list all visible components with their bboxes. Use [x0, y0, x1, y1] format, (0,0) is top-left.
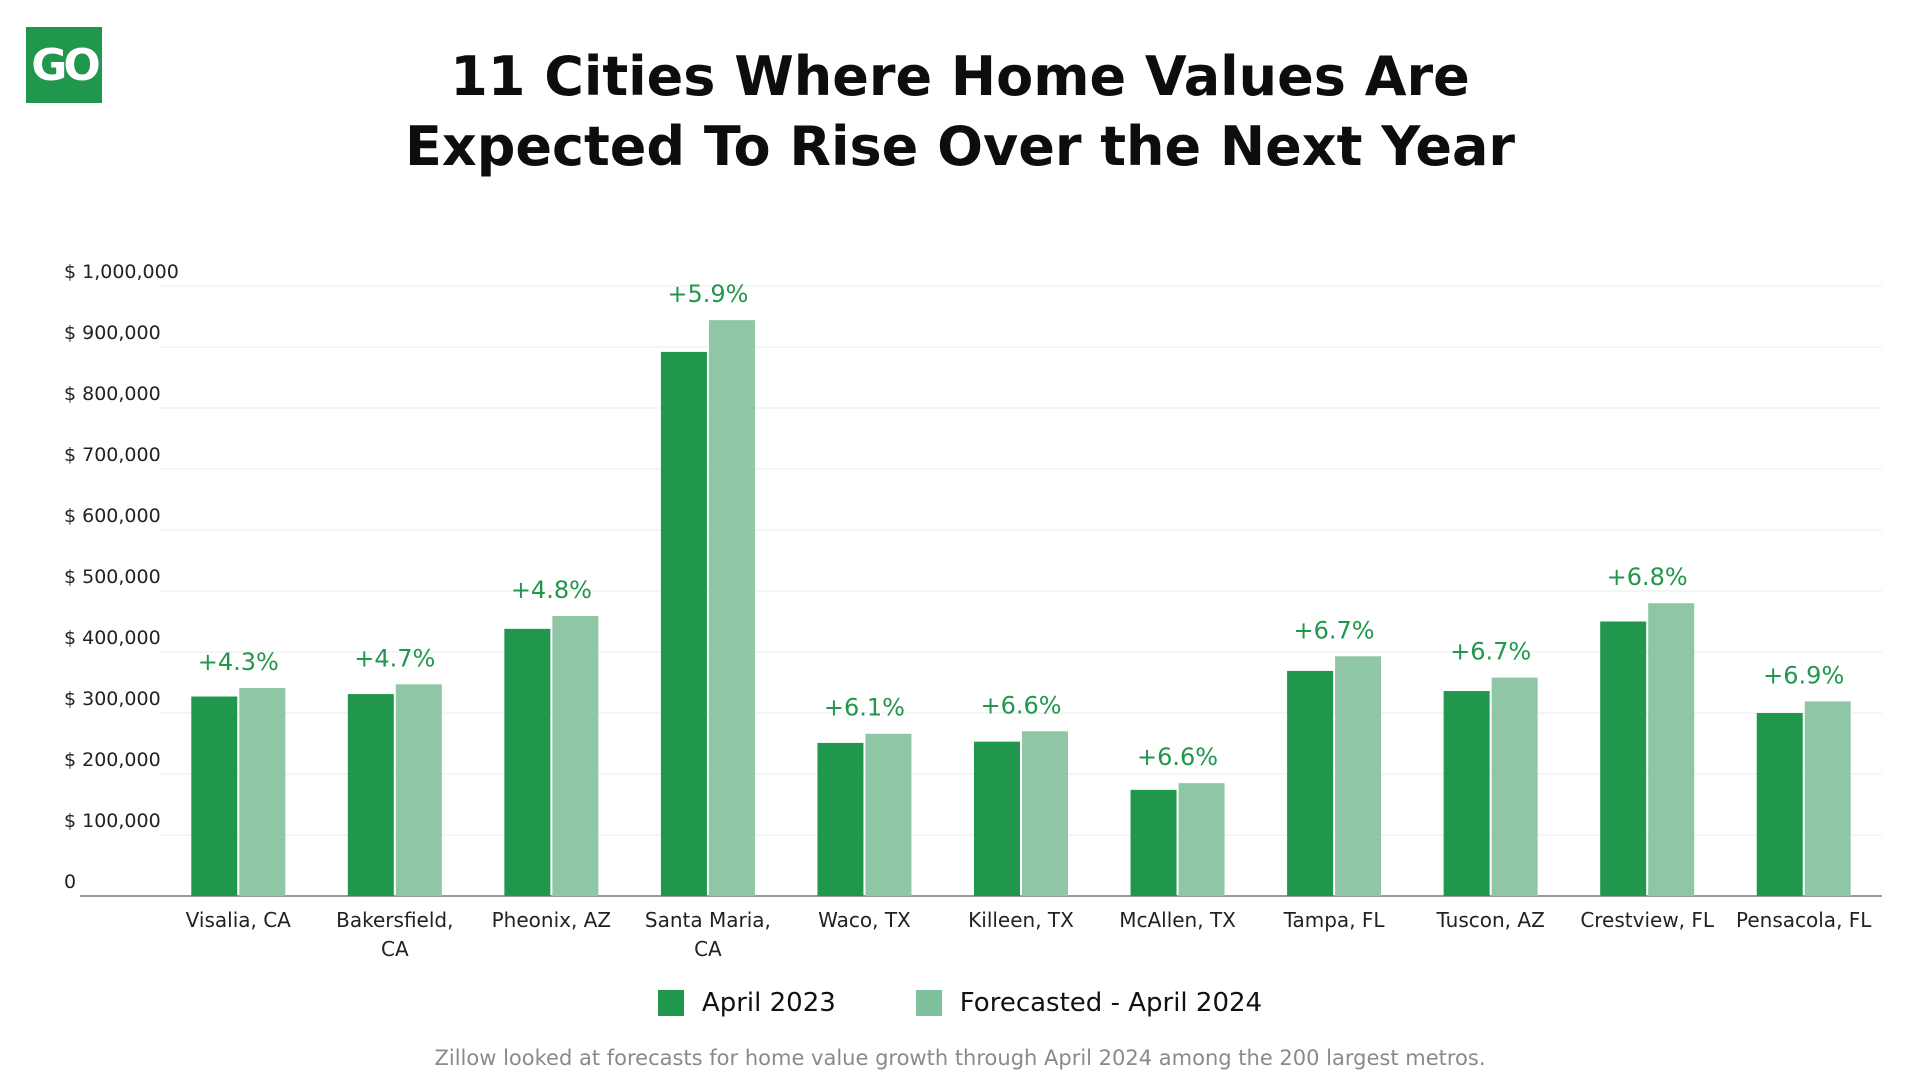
bar-april-2023 — [347, 694, 394, 896]
source-caption: Zillow looked at forecasts for home valu… — [434, 1046, 1486, 1070]
change-label: +6.9% — [1763, 661, 1844, 689]
x-tick-label: Crestview, FL — [1580, 908, 1715, 932]
change-label: +6.7% — [1450, 638, 1531, 666]
legend-swatch-forecast-2024 — [915, 990, 942, 1016]
bar-forecast-2024 — [1022, 731, 1068, 896]
bar-april-2023 — [1130, 789, 1177, 896]
chart-title-line-2: Expected To Rise Over the Next Year — [404, 115, 1516, 178]
bar-april-2023 — [660, 351, 707, 896]
bar-april-2023 — [1600, 621, 1647, 896]
bar-forecast-2024 — [865, 733, 912, 896]
x-tick-label: Santa Maria, — [645, 908, 771, 932]
y-tick-label: $ 700,000 — [64, 444, 161, 466]
x-tick-label: McAllen, TX — [1119, 908, 1236, 932]
bar-forecast-2024 — [1804, 701, 1851, 896]
x-tick-label: Killeen, TX — [968, 908, 1074, 932]
y-tick-label: $ 600,000 — [64, 505, 161, 527]
legend-label-april-2023: April 2023 — [701, 988, 836, 1018]
bar-april-2023 — [1287, 670, 1334, 896]
bar-forecast-2024 — [708, 320, 755, 896]
x-tick-label: Visalia, CA — [186, 908, 292, 932]
chart-title-line-1: 11 Cities Where Home Values Are — [450, 45, 1470, 108]
x-tick-label: CA — [381, 937, 409, 961]
x-tick-label: CA — [694, 937, 722, 961]
bar-forecast-2024 — [1335, 656, 1382, 896]
legend-label-forecast-2024: Forecasted - April 2024 — [959, 988, 1263, 1018]
legend-swatch-april-2023 — [657, 990, 684, 1016]
y-tick-label: $ 900,000 — [64, 322, 161, 344]
x-tick-label: Tampa, FL — [1283, 908, 1386, 932]
y-tick-label: $ 800,000 — [64, 383, 161, 405]
change-label: +6.8% — [1607, 563, 1688, 591]
y-tick-label: 0 — [64, 871, 76, 893]
bar-forecast-2024 — [1178, 783, 1225, 896]
change-label: +6.7% — [1294, 616, 1375, 644]
bar-april-2023 — [191, 696, 238, 896]
change-label: +4.7% — [354, 644, 435, 672]
x-tick-label: Pensacola, FL — [1736, 908, 1872, 932]
legend-item-forecast-2024: Forecasted - April 2024 — [915, 988, 1263, 1018]
bar-forecast-2024 — [1648, 603, 1695, 896]
y-tick-label: $ 300,000 — [64, 688, 161, 710]
y-tick-label: $ 1,000,000 — [64, 261, 179, 283]
change-label: +4.3% — [198, 648, 279, 676]
y-tick-label: $ 200,000 — [64, 749, 161, 771]
bar-april-2023 — [504, 628, 551, 896]
change-label: +5.9% — [667, 280, 748, 308]
brand-logo: GO — [26, 27, 102, 103]
x-tick-label: Tuscon, AZ — [1435, 908, 1544, 932]
logo-text: GO — [31, 39, 101, 91]
bar-forecast-2024 — [239, 687, 286, 896]
change-label: +6.1% — [824, 694, 905, 722]
bar-forecast-2024 — [1491, 677, 1538, 896]
change-label: +4.8% — [511, 576, 592, 604]
bar-april-2023 — [817, 742, 864, 896]
y-tick-label: $ 500,000 — [64, 566, 161, 588]
x-tick-label: Bakersfield, — [336, 908, 453, 932]
legend-item-april-2023: April 2023 — [657, 988, 836, 1018]
chart-legend: April 2023 Forecasted - April 2024 — [0, 988, 1920, 1018]
bar-forecast-2024 — [395, 684, 442, 896]
x-tick-label: Pheonix, AZ — [492, 908, 611, 932]
change-label: +6.6% — [1137, 743, 1218, 771]
bar-april-2023 — [1756, 713, 1803, 896]
y-tick-label: $ 100,000 — [64, 810, 161, 832]
bar-april-2023 — [974, 741, 1020, 896]
change-label: +6.6% — [980, 691, 1061, 719]
x-tick-label: Waco, TX — [818, 908, 911, 932]
bar-april-2023 — [1443, 691, 1490, 896]
bar-forecast-2024 — [552, 616, 599, 896]
chart-title: 11 Cities Where Home Values Are Expected… — [0, 42, 1920, 182]
y-tick-label: $ 400,000 — [64, 627, 161, 649]
